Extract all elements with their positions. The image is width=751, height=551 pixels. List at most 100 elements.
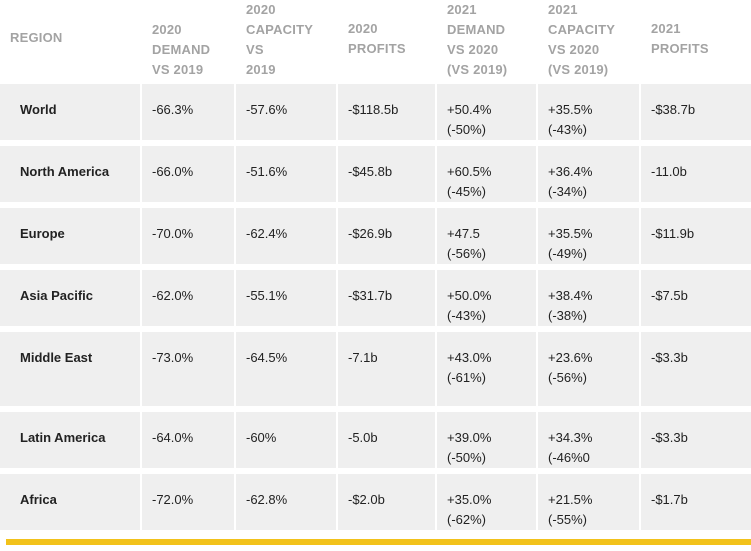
value-cell: +39.0% (-50%) xyxy=(437,412,538,474)
table-row: Africa -72.0% -62.8% -$2.0b +35.0% (-62%) +21… xyxy=(0,474,751,530)
cell-value: -64.0% xyxy=(152,430,194,445)
regional-demand-table: REGION 2020 DEMAND VS 2019 2020 CAPACITY… xyxy=(0,2,751,530)
table-row: World -66.3% -57.6% -$118.5b +50.4% (-50%) +3… xyxy=(0,84,751,146)
cell-value: -$26.9b xyxy=(348,226,393,241)
cell-value: -66.3% xyxy=(152,102,194,117)
cell-value: +35.5% (-43%) xyxy=(548,102,593,137)
value-cell: -64.5% xyxy=(236,332,338,412)
region-cell: World xyxy=(0,84,142,146)
value-cell: -66.0% xyxy=(142,146,236,208)
value-cell: +38.4% (-38%) xyxy=(538,270,641,332)
region-cell: Latin America xyxy=(0,412,142,474)
cell-value: -70.0% xyxy=(152,226,194,241)
cell-value: +43.0% (-61%) xyxy=(447,350,492,385)
cell-value: -60% xyxy=(246,430,277,445)
region-name: World xyxy=(20,102,57,117)
table-row: Middle East -73.0% -64.5% -7.1b +43.0% (-61%… xyxy=(0,332,751,412)
value-cell: -62.8% xyxy=(236,474,338,530)
column-header-region: REGION xyxy=(10,30,63,45)
column-header-2020-capacity: 2020 CAPACITY VS 2019 xyxy=(246,2,313,77)
cell-value: +35.5% (-49%) xyxy=(548,226,593,261)
value-cell: -72.0% xyxy=(142,474,236,530)
value-cell: -55.1% xyxy=(236,270,338,332)
value-cell: -60% xyxy=(236,412,338,474)
value-cell: -57.6% xyxy=(236,84,338,146)
cell-value: -$45.8b xyxy=(348,164,393,179)
value-cell: +35.5% (-43%) xyxy=(538,84,641,146)
value-cell: -11.0b xyxy=(641,146,751,208)
value-cell: +50.0% (-43%) xyxy=(437,270,538,332)
column-header-2021-capacity: 2021 CAPACITY VS 2020 (VS 2019) xyxy=(548,2,616,77)
cell-value: +35.0% (-62%) xyxy=(447,492,492,527)
table-row: Asia Pacific -62.0% -55.1% -$31.7b +50.0% (-… xyxy=(0,270,751,332)
value-cell: -70.0% xyxy=(142,208,236,270)
cell-value: -62.0% xyxy=(152,288,194,303)
cell-value: -$7.5b xyxy=(651,288,688,303)
region-name: North America xyxy=(20,164,110,179)
column-header-2020-demand: 2020 DEMAND VS 2019 xyxy=(152,22,211,77)
cell-value: -5.0b xyxy=(348,430,378,445)
value-cell: -73.0% xyxy=(142,332,236,412)
cell-value: +34.3% (-46%0 xyxy=(548,430,593,465)
value-cell: -$11.9b xyxy=(641,208,751,270)
value-cell: -66.3% xyxy=(142,84,236,146)
cell-value: +50.4% (-50%) xyxy=(447,102,492,137)
value-cell: -62.4% xyxy=(236,208,338,270)
region-cell: Middle East xyxy=(0,332,142,412)
cell-value: -51.6% xyxy=(246,164,288,179)
value-cell: -$118.5b xyxy=(338,84,437,146)
value-cell: -$45.8b xyxy=(338,146,437,208)
cell-value: -7.1b xyxy=(348,350,378,365)
cell-value: -66.0% xyxy=(152,164,194,179)
value-cell: -$3.3b xyxy=(641,332,751,412)
value-cell: -$38.7b xyxy=(641,84,751,146)
cell-value: +38.4% (-38%) xyxy=(548,288,593,323)
column-header-2021-profits: 2021 PROFITS xyxy=(651,21,709,56)
value-cell: +23.6% (-56%) xyxy=(538,332,641,412)
value-cell: -$7.5b xyxy=(641,270,751,332)
cell-value: +60.5% (-45%) xyxy=(447,164,492,199)
region-cell: North America xyxy=(0,146,142,208)
table-row: Europe -70.0% -62.4% -$26.9b +47.5 (-56%) +35… xyxy=(0,208,751,270)
value-cell: +43.0% (-61%) xyxy=(437,332,538,412)
value-cell: -$26.9b xyxy=(338,208,437,270)
value-cell: -$2.0b xyxy=(338,474,437,530)
value-cell: -64.0% xyxy=(142,412,236,474)
cell-value: -72.0% xyxy=(152,492,194,507)
cell-value: -$3.3b xyxy=(651,350,688,365)
cell-value: -$2.0b xyxy=(348,492,385,507)
value-cell: -62.0% xyxy=(142,270,236,332)
region-name: Latin America xyxy=(20,430,106,445)
value-cell: -$3.3b xyxy=(641,412,751,474)
cell-value: -11.0b xyxy=(651,164,687,179)
value-cell: -51.6% xyxy=(236,146,338,208)
value-cell: -7.1b xyxy=(338,332,437,412)
value-cell: -$1.7b xyxy=(641,474,751,530)
value-cell: +35.0% (-62%) xyxy=(437,474,538,530)
cell-value: +39.0% (-50%) xyxy=(447,430,492,465)
table-row: North America -66.0% -51.6% -$45.8b +60.5% (… xyxy=(0,146,751,208)
region-name: Europe xyxy=(20,226,65,241)
cell-value: +23.6% (-56%) xyxy=(548,350,593,385)
cell-value: -$118.5b xyxy=(348,102,399,117)
cell-value: -$3.3b xyxy=(651,430,688,445)
value-cell: +60.5% (-45%) xyxy=(437,146,538,208)
cell-value: -57.6% xyxy=(246,102,288,117)
cell-value: -$11.9b xyxy=(651,226,695,241)
cell-value: -$31.7b xyxy=(348,288,393,303)
cell-value: -55.1% xyxy=(246,288,288,303)
value-cell: +34.3% (-46%0 xyxy=(538,412,641,474)
column-header-2020-profits: 2020 PROFITS xyxy=(348,21,406,56)
value-cell: +35.5% (-49%) xyxy=(538,208,641,270)
value-cell: +47.5 (-56%) xyxy=(437,208,538,270)
cell-value: +21.5% (-55%) xyxy=(548,492,593,527)
value-cell: -$31.7b xyxy=(338,270,437,332)
cell-value: -$38.7b xyxy=(651,102,696,117)
cell-value: +36.4% (-34%) xyxy=(548,164,593,199)
region-cell: Asia Pacific xyxy=(0,270,142,332)
cell-value: +47.5 (-56%) xyxy=(447,226,487,261)
cell-value: +50.0% (-43%) xyxy=(447,288,492,323)
region-name: Asia Pacific xyxy=(20,288,93,303)
cell-value: -64.5% xyxy=(246,350,288,365)
